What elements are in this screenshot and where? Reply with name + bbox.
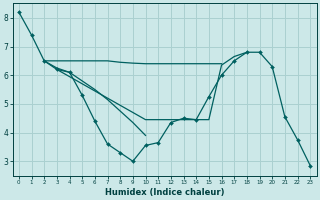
X-axis label: Humidex (Indice chaleur): Humidex (Indice chaleur): [105, 188, 224, 197]
